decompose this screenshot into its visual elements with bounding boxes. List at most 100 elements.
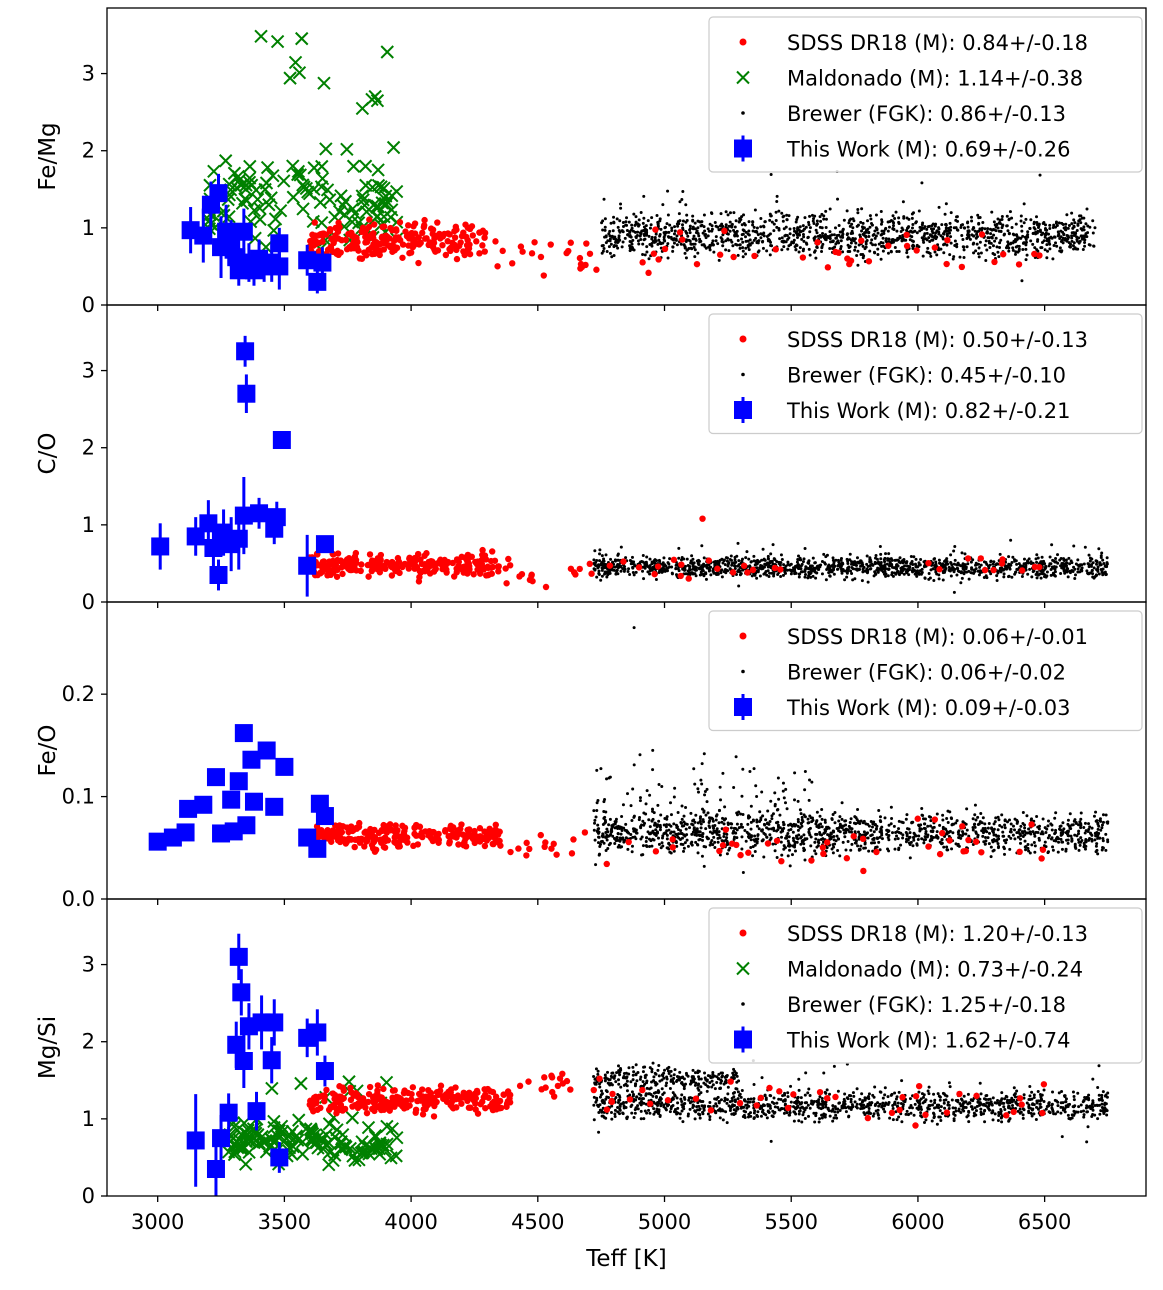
brewer-point [1016,835,1020,839]
brewer-point [733,225,737,229]
sdss-point [565,247,572,255]
brewer-point [808,778,812,782]
brewer-point [1052,243,1056,247]
brewer-point [1101,839,1105,843]
brewer-point [703,790,707,794]
brewer-point [1048,223,1052,227]
brewer-point [1050,236,1054,240]
brewer-point [702,574,706,578]
sdss-point [716,251,724,258]
this-work-point [250,504,269,523]
brewer-point [726,232,730,236]
brewer-point [901,237,905,241]
sdss-point [473,238,480,245]
brewer-point [879,827,883,831]
brewer-point [695,842,699,846]
maldonado-point [243,159,257,174]
brewer-point [599,840,603,844]
brewer-point [786,839,790,843]
brewer-point [959,225,963,229]
brewer-point [972,823,976,827]
brewer-point [697,559,701,563]
brewer-point [931,567,935,571]
brewer-point [609,221,613,225]
brewer-point [645,245,649,249]
brewer-point [674,840,678,844]
brewer-point [820,559,824,563]
brewer-point [1104,832,1108,836]
brewer-point [953,239,957,243]
brewer-point [850,571,854,575]
sdss-point [458,553,465,561]
brewer-point [1055,244,1059,248]
brewer-point [1025,814,1029,818]
brewer-point [820,817,824,821]
sdss-point [721,227,728,235]
brewer-point [847,246,851,250]
brewer-point [779,561,783,565]
brewer-point [912,836,916,840]
sdss-point [388,227,396,234]
brewer-point [950,817,954,821]
brewer-point [950,563,954,567]
brewer-point [1090,826,1094,830]
brewer-point [801,560,805,564]
sdss-point [1018,567,1026,574]
brewer-point [953,544,957,548]
brewer-point [714,224,718,228]
brewer-point [795,227,799,231]
brewer-point [998,552,1002,556]
brewer-point [1062,827,1066,831]
brewer-point [1057,840,1061,844]
brewer-point [991,838,995,842]
brewer-point [879,552,883,556]
brewer-point [694,231,698,235]
sdss-point [417,239,424,247]
brewer-point [604,553,608,557]
brewer-point [780,211,784,215]
brewer-point [610,234,614,238]
brewer-point [624,822,628,826]
brewer-point [870,825,874,829]
brewer-point [752,554,756,558]
brewer-point [1058,558,1062,562]
brewer-point [786,854,790,858]
brewer-point [657,238,661,242]
brewer-point [1061,829,1065,833]
sdss-point [377,565,385,572]
sdss-point [865,258,873,265]
brewer-point [613,822,617,826]
sdss-point [335,219,342,226]
brewer-point [1083,545,1087,549]
this-work-point [315,535,334,554]
brewer-point [828,207,832,211]
brewer-point [849,232,853,236]
sdss-point [567,239,574,246]
sdss-point [771,564,779,572]
brewer-point [663,233,667,237]
brewer-point [880,837,884,841]
brewer-point [894,831,898,835]
brewer-point [1049,573,1053,577]
brewer-point [874,213,878,217]
brewer-point [800,237,804,241]
brewer-point [767,233,771,237]
brewer-point [956,219,960,223]
brewer-point [603,217,607,221]
brewer-point [908,856,912,860]
sdss-point [453,255,461,263]
sdss-point [350,561,357,569]
brewer-point [1007,834,1011,838]
sdss-point [415,259,422,267]
brewer-point [992,833,996,837]
brewer-point [972,234,976,238]
brewer-point [783,566,787,570]
brewer-point [800,815,804,819]
brewer-point [1100,570,1104,574]
brewer-point [842,831,846,835]
brewer-point [755,824,759,828]
brewer-point [738,570,742,574]
brewer-point [826,566,830,570]
sdss-point [578,263,586,271]
brewer-point [746,835,750,839]
